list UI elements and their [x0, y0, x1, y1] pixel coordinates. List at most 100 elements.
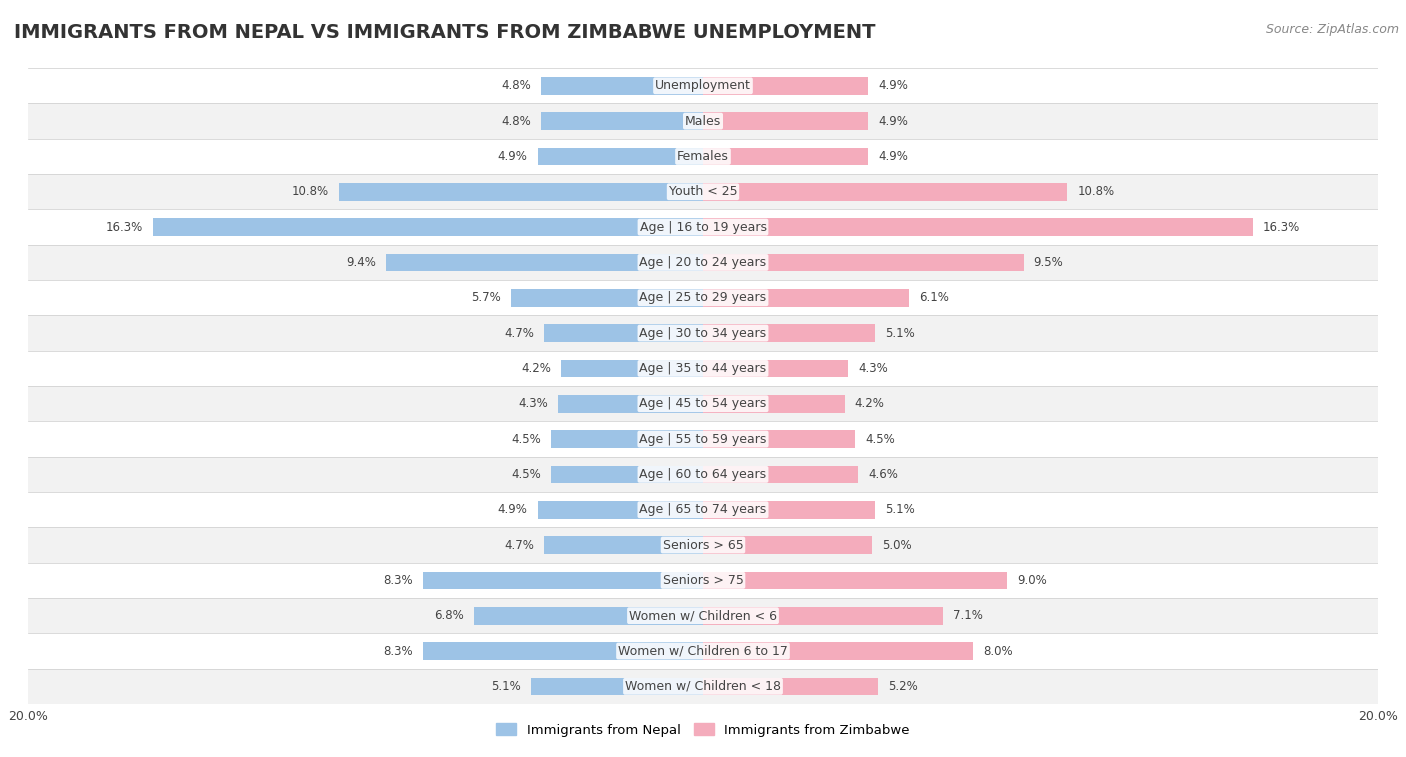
Bar — [474, 607, 703, 625]
Text: Women w/ Children < 18: Women w/ Children < 18 — [626, 680, 780, 693]
Bar — [703, 572, 1007, 589]
Text: Seniors > 75: Seniors > 75 — [662, 574, 744, 587]
Text: Age | 16 to 19 years: Age | 16 to 19 years — [640, 220, 766, 234]
Bar — [28, 104, 1378, 139]
Text: 10.8%: 10.8% — [1077, 185, 1115, 198]
Text: 16.3%: 16.3% — [105, 220, 143, 234]
Bar — [28, 139, 1378, 174]
Bar — [703, 501, 875, 519]
Bar — [703, 183, 1067, 201]
Bar — [385, 254, 703, 271]
Bar — [423, 642, 703, 660]
Text: 8.0%: 8.0% — [983, 644, 1012, 658]
Text: 4.9%: 4.9% — [498, 503, 527, 516]
Text: Age | 20 to 24 years: Age | 20 to 24 years — [640, 256, 766, 269]
Bar — [28, 528, 1378, 562]
Bar — [551, 430, 703, 448]
Bar — [558, 395, 703, 413]
Bar — [703, 254, 1024, 271]
Text: 5.1%: 5.1% — [886, 326, 915, 340]
Text: 4.5%: 4.5% — [512, 432, 541, 446]
Text: Source: ZipAtlas.com: Source: ZipAtlas.com — [1265, 23, 1399, 36]
Bar — [541, 112, 703, 130]
Bar — [423, 572, 703, 589]
Text: 6.8%: 6.8% — [433, 609, 464, 622]
Bar — [28, 634, 1378, 668]
Bar — [28, 174, 1378, 210]
Bar — [703, 360, 848, 377]
Bar — [28, 210, 1378, 245]
Text: 4.8%: 4.8% — [501, 79, 531, 92]
Text: 4.9%: 4.9% — [879, 79, 908, 92]
Text: Age | 60 to 64 years: Age | 60 to 64 years — [640, 468, 766, 481]
Bar — [28, 68, 1378, 104]
Bar — [28, 350, 1378, 386]
Bar — [153, 218, 703, 236]
Text: 4.2%: 4.2% — [522, 362, 551, 375]
Text: 8.3%: 8.3% — [384, 574, 413, 587]
Text: 5.2%: 5.2% — [889, 680, 918, 693]
Bar — [28, 492, 1378, 528]
Bar — [703, 642, 973, 660]
Text: 4.5%: 4.5% — [865, 432, 894, 446]
Bar — [28, 316, 1378, 350]
Text: 9.5%: 9.5% — [1033, 256, 1063, 269]
Bar — [28, 386, 1378, 422]
Text: Age | 45 to 54 years: Age | 45 to 54 years — [640, 397, 766, 410]
Text: 16.3%: 16.3% — [1263, 220, 1301, 234]
Bar — [703, 289, 908, 307]
Bar — [28, 668, 1378, 704]
Text: 4.7%: 4.7% — [505, 538, 534, 552]
Bar — [703, 536, 872, 554]
Bar — [703, 148, 869, 165]
Text: Age | 65 to 74 years: Age | 65 to 74 years — [640, 503, 766, 516]
Text: Seniors > 65: Seniors > 65 — [662, 538, 744, 552]
Text: 4.3%: 4.3% — [858, 362, 889, 375]
Text: Females: Females — [678, 150, 728, 163]
Text: Age | 35 to 44 years: Age | 35 to 44 years — [640, 362, 766, 375]
Text: Age | 25 to 29 years: Age | 25 to 29 years — [640, 291, 766, 304]
Bar — [28, 562, 1378, 598]
Bar — [28, 422, 1378, 456]
Bar — [703, 430, 855, 448]
Text: 4.5%: 4.5% — [512, 468, 541, 481]
Text: IMMIGRANTS FROM NEPAL VS IMMIGRANTS FROM ZIMBABWE UNEMPLOYMENT: IMMIGRANTS FROM NEPAL VS IMMIGRANTS FROM… — [14, 23, 876, 42]
Bar — [510, 289, 703, 307]
Text: 4.3%: 4.3% — [517, 397, 548, 410]
Text: Women w/ Children 6 to 17: Women w/ Children 6 to 17 — [619, 644, 787, 658]
Bar — [703, 678, 879, 695]
Text: Women w/ Children < 6: Women w/ Children < 6 — [628, 609, 778, 622]
Bar — [28, 598, 1378, 634]
Bar — [339, 183, 703, 201]
Text: Males: Males — [685, 114, 721, 128]
Bar — [703, 77, 869, 95]
Text: 6.1%: 6.1% — [920, 291, 949, 304]
Text: 5.7%: 5.7% — [471, 291, 501, 304]
Bar — [561, 360, 703, 377]
Text: 4.2%: 4.2% — [855, 397, 884, 410]
Bar — [544, 536, 703, 554]
Bar — [703, 395, 845, 413]
Text: 7.1%: 7.1% — [953, 609, 983, 622]
Bar — [537, 501, 703, 519]
Text: 5.0%: 5.0% — [882, 538, 911, 552]
Bar — [703, 112, 869, 130]
Legend: Immigrants from Nepal, Immigrants from Zimbabwe: Immigrants from Nepal, Immigrants from Z… — [491, 718, 915, 742]
Text: 4.8%: 4.8% — [501, 114, 531, 128]
Text: 9.0%: 9.0% — [1017, 574, 1046, 587]
Text: 4.9%: 4.9% — [498, 150, 527, 163]
Bar — [703, 607, 942, 625]
Bar — [703, 324, 875, 342]
Text: Unemployment: Unemployment — [655, 79, 751, 92]
Text: 4.9%: 4.9% — [879, 150, 908, 163]
Text: 8.3%: 8.3% — [384, 644, 413, 658]
Bar — [537, 148, 703, 165]
Text: 4.7%: 4.7% — [505, 326, 534, 340]
Text: 5.1%: 5.1% — [886, 503, 915, 516]
Bar — [531, 678, 703, 695]
Bar — [541, 77, 703, 95]
Bar — [551, 466, 703, 483]
Bar — [703, 466, 858, 483]
Text: 4.6%: 4.6% — [869, 468, 898, 481]
Bar — [28, 245, 1378, 280]
